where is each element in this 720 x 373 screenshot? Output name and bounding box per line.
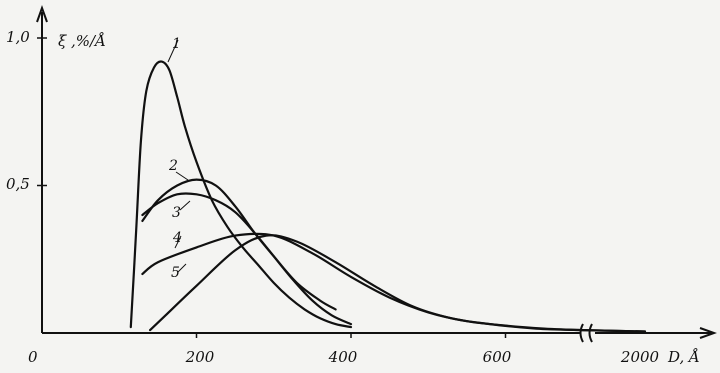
y-tick-label: 1,0 bbox=[6, 28, 30, 46]
curve-label-2: 2 bbox=[168, 158, 178, 174]
y-tick-label: 0,5 bbox=[6, 175, 30, 193]
label-leader-2 bbox=[175, 171, 189, 181]
curves bbox=[129, 60, 647, 333]
series-curve-3 bbox=[141, 192, 353, 326]
x-tick-label: 600 bbox=[483, 348, 512, 366]
label-leader-5 bbox=[177, 263, 187, 273]
axes bbox=[36, 5, 717, 343]
label-leader-3 bbox=[179, 200, 191, 211]
series-curve-1 bbox=[129, 60, 353, 329]
x-axis-arrow bbox=[699, 327, 717, 339]
x-tick-label: 400 bbox=[328, 348, 358, 366]
tick-marks bbox=[37, 37, 507, 338]
x-tick-label: 200 bbox=[185, 348, 215, 366]
curve-label-4: 4 bbox=[172, 230, 182, 246]
series-curve-2 bbox=[141, 178, 337, 311]
y-axis-label: ξ ,%/Å bbox=[58, 32, 106, 50]
curve-label-3: 3 bbox=[172, 205, 181, 221]
label-leaders bbox=[167, 39, 191, 273]
label-leader-1 bbox=[167, 39, 179, 63]
curve-label-5: 5 bbox=[171, 265, 180, 281]
label-leader-4 bbox=[174, 235, 182, 249]
curve-label-1: 1 bbox=[172, 36, 181, 52]
series-curve-5 bbox=[149, 234, 647, 333]
x-axis-label: D, Å bbox=[667, 348, 700, 366]
x-axis-break bbox=[579, 323, 593, 343]
y-axis-arrow bbox=[36, 5, 48, 23]
x-tick-label: 2000 bbox=[620, 348, 660, 366]
origin-label: 0 bbox=[28, 348, 38, 366]
series-curve-4 bbox=[141, 232, 647, 333]
